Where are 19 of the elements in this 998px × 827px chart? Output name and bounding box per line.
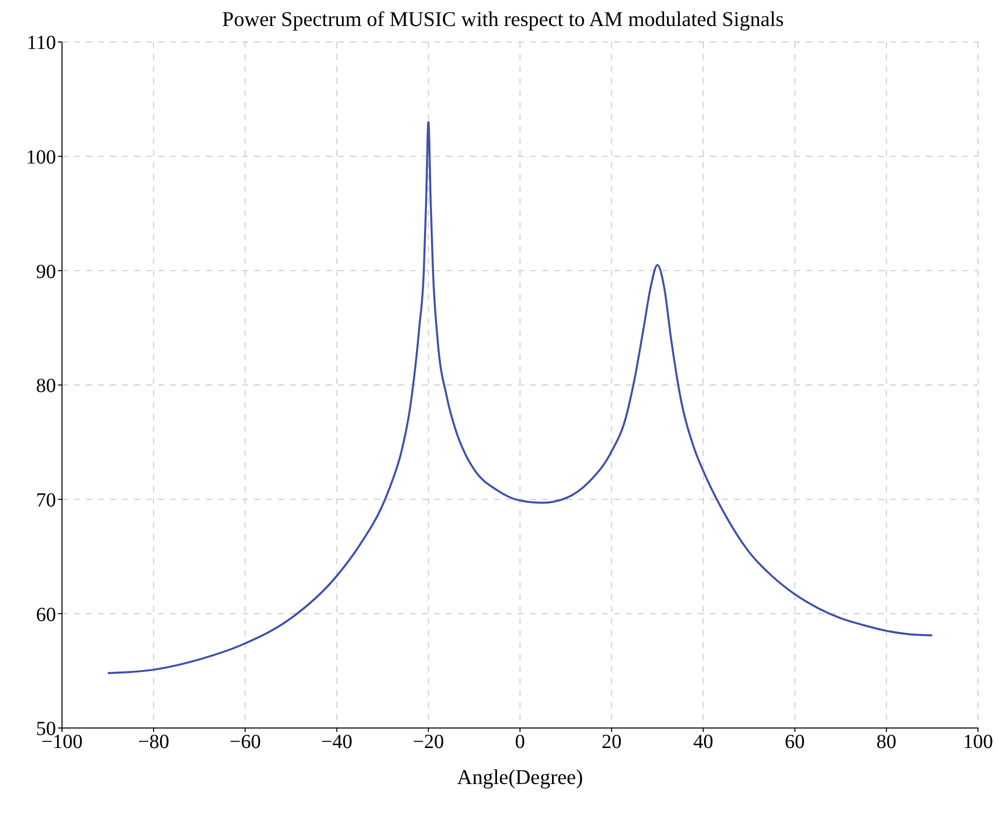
- chart-title: Power Spectrum of MUSIC with respect to AM modulated Signals: [221, 7, 785, 31]
- x-tick-label: 100: [963, 731, 993, 754]
- x-tick-label: 60: [784, 731, 805, 754]
- x-tick-label: −20: [412, 731, 444, 754]
- y-tick-label: 80: [36, 375, 56, 398]
- x-tick-label: 20: [602, 731, 622, 754]
- y-tick-label: 70: [36, 489, 56, 512]
- x-tick-label: −80: [138, 731, 170, 754]
- y-tick-label: 110: [26, 32, 56, 54]
- y-tick-label: 100: [26, 146, 56, 168]
- x-tick-label: 80: [876, 731, 896, 754]
- x-tick-label: −60: [230, 731, 261, 754]
- x-axis-title: Angle(Degree): [457, 765, 583, 789]
- line-series: [106, 121, 934, 674]
- y-tick-label: 60: [36, 604, 56, 626]
- x-tick-label: 0: [515, 731, 525, 754]
- x-tick-label: 40: [693, 731, 714, 754]
- x-tick-label: −40: [321, 731, 352, 754]
- y-tick-label: 90: [36, 260, 56, 283]
